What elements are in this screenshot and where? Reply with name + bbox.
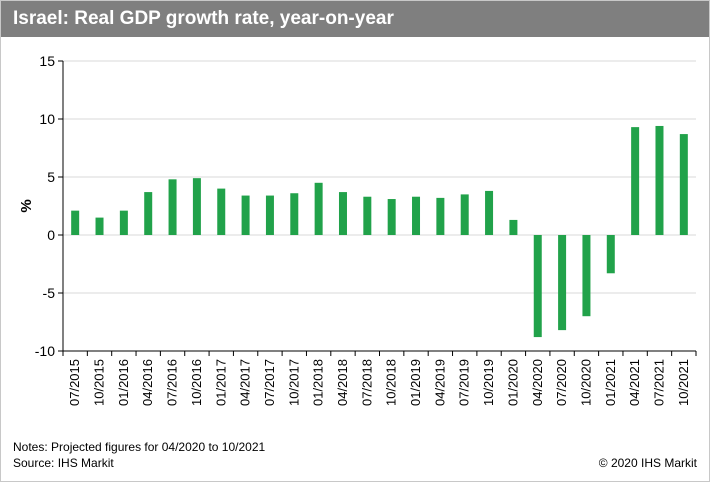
bar — [119, 210, 128, 235]
y-tick-label: 15 — [39, 53, 55, 69]
bar — [558, 235, 567, 331]
source-text: Source: IHS Markit — [13, 456, 114, 470]
x-tick-label: 10/2015 — [92, 359, 107, 406]
bar — [265, 195, 274, 235]
notes-text: Notes: Projected figures for 04/2020 to … — [13, 440, 266, 454]
bar — [338, 192, 347, 235]
y-tick-label: 10 — [39, 111, 55, 127]
x-tick-label: 10/2019 — [481, 359, 496, 406]
x-tick-label: 10/2018 — [384, 359, 399, 406]
y-tick-label: 0 — [47, 227, 55, 243]
bar — [387, 199, 396, 235]
bar — [509, 219, 518, 235]
x-tick-label: 10/2016 — [189, 359, 204, 406]
copyright-text: © 2020 IHS Markit — [598, 456, 697, 470]
x-tick-label: 04/2017 — [238, 359, 253, 406]
x-tick-label: 07/2021 — [651, 359, 666, 406]
bar — [606, 235, 615, 274]
x-tick-label: 10/2017 — [286, 359, 301, 406]
bar — [95, 217, 104, 235]
chart-title: Israel: Real GDP growth rate, year-on-ye… — [13, 8, 394, 29]
x-tick-label: 04/2019 — [432, 359, 447, 406]
bar — [655, 125, 664, 235]
x-tick-label: 07/2016 — [165, 359, 180, 406]
bar — [485, 190, 494, 235]
x-tick-label: 04/2016 — [140, 359, 155, 406]
bar — [436, 197, 445, 235]
chart-notes: Notes: Projected figures for 04/2020 to … — [13, 439, 265, 471]
y-tick-label: -10 — [35, 343, 55, 359]
bar — [192, 178, 201, 235]
x-tick-label: 01/2019 — [408, 359, 423, 406]
bar — [582, 235, 591, 317]
y-tick-label: 5 — [47, 169, 55, 185]
bar — [71, 210, 80, 235]
bar — [679, 134, 688, 235]
x-tick-label: 07/2015 — [67, 359, 82, 406]
bar — [144, 192, 153, 235]
bar — [217, 188, 226, 235]
bar — [168, 179, 177, 235]
title-bar: Israel: Real GDP growth rate, year-on-ye… — [1, 1, 709, 37]
x-tick-label: 07/2017 — [262, 359, 277, 406]
x-tick-label: 10/2021 — [676, 359, 691, 406]
bar — [363, 196, 372, 235]
bar — [241, 195, 250, 235]
x-tick-label: 04/2018 — [335, 359, 350, 406]
bar — [460, 194, 469, 235]
y-tick-label: -5 — [43, 285, 56, 301]
x-tick-label: 01/2016 — [116, 359, 131, 406]
bar — [314, 182, 323, 235]
bar — [631, 127, 640, 235]
x-tick-label: 01/2021 — [603, 359, 618, 406]
x-tick-label: 07/2020 — [554, 359, 569, 406]
x-tick-label: 01/2020 — [505, 359, 520, 406]
x-tick-label: 01/2017 — [213, 359, 228, 406]
x-tick-label: 10/2020 — [578, 359, 593, 406]
bar — [290, 193, 299, 235]
x-tick-label: 07/2019 — [457, 359, 472, 406]
x-tick-label: 07/2018 — [359, 359, 374, 406]
x-tick-label: 04/2020 — [530, 359, 545, 406]
bar — [412, 196, 421, 235]
x-tick-label: 04/2021 — [627, 359, 642, 406]
x-tick-label: 01/2018 — [311, 359, 326, 406]
y-axis-label: % — [18, 199, 35, 212]
bar — [533, 235, 542, 338]
